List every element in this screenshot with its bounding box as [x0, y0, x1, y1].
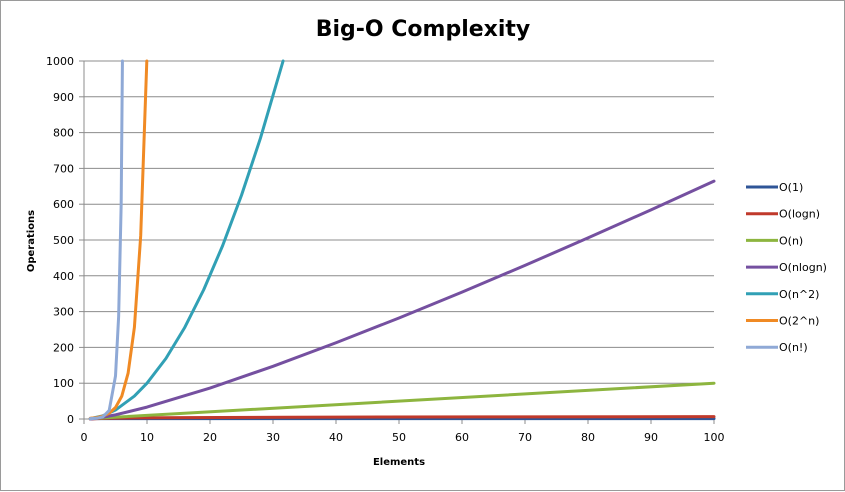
chart-title: Big-O Complexity [316, 17, 531, 42]
legend-label: O(1) [779, 181, 803, 194]
x-tick-label: 70 [518, 431, 532, 444]
grid-lines [84, 60, 714, 384]
y-tick-label: 1000 [46, 55, 74, 68]
y-tick-label: 0 [67, 413, 74, 426]
y-axis-label: Operations [26, 210, 37, 272]
legend-label: O(n!) [779, 341, 808, 354]
y-tick-label: 900 [53, 91, 74, 104]
y-tick-label: 600 [53, 198, 74, 211]
x-tick-label: 80 [581, 431, 595, 444]
y-tick-label: 100 [53, 377, 74, 390]
series-line [88, 381, 716, 421]
y-tick-labels: 0 100 200 300 400 500 600 700 800 900 1000 [46, 55, 84, 426]
legend: O(1) O(logn) O(n) O(nlogn) O(n^2) O(2^n) O(n!) [746, 181, 827, 354]
y-tick-label: 300 [53, 306, 74, 319]
y-tick-label: 400 [53, 270, 74, 283]
y-tick-label: 800 [53, 127, 74, 140]
x-tick-label: 100 [704, 431, 725, 444]
x-tick-label: 30 [266, 431, 280, 444]
legend-label: O(n) [779, 234, 803, 247]
y-tick-label: 500 [53, 234, 74, 247]
x-axis-label: Elements [373, 457, 425, 468]
x-tick-label: 60 [455, 431, 469, 444]
x-tick-label: 50 [392, 431, 406, 444]
x-tick-label: 20 [203, 431, 217, 444]
x-tick-label: 0 [81, 431, 88, 444]
x-tick-labels: 0 10 20 30 40 50 60 70 80 90 100 [81, 419, 725, 444]
legend-label: O(nlogn) [779, 261, 827, 274]
series-line [88, 179, 716, 421]
series-line [88, 59, 124, 421]
x-tick-label: 90 [644, 431, 658, 444]
legend-label: O(logn) [779, 208, 820, 221]
series-lines [88, 59, 716, 421]
legend-label: O(2^n) [779, 315, 819, 328]
x-tick-label: 10 [140, 431, 154, 444]
y-tick-label: 700 [53, 162, 74, 175]
y-tick-label: 200 [53, 341, 74, 354]
x-tick-label: 40 [329, 431, 343, 444]
legend-label: O(n^2) [779, 288, 819, 301]
